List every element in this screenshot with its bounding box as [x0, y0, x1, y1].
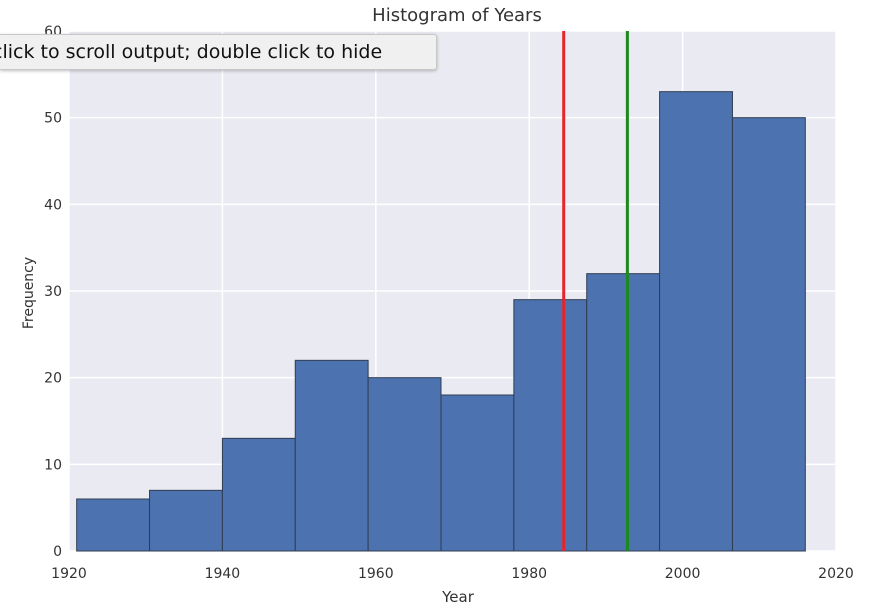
histogram-bar — [586, 273, 661, 552]
y-tick-label: 30 — [44, 284, 62, 300]
x-tick-label: 1960 — [358, 566, 394, 582]
histogram-bar — [221, 437, 296, 552]
y-tick-label: 0 — [53, 544, 62, 560]
tooltip-text: click to scroll output; double click to … — [0, 41, 383, 63]
histogram-bar — [149, 489, 223, 552]
x-tick-label: 2020 — [818, 566, 854, 582]
histogram-bar — [76, 498, 151, 552]
histogram-bar — [659, 91, 733, 552]
y-tick-label: 40 — [44, 197, 62, 213]
x-tick-label: 1920 — [51, 566, 87, 582]
y-tick-label: 10 — [44, 457, 62, 473]
chart-title: Histogram of Years — [372, 5, 542, 26]
scroll-output-tooltip[interactable]: click to scroll output; double click to … — [0, 34, 437, 70]
y-tick-label: 20 — [44, 371, 62, 387]
histogram-bar — [513, 299, 588, 552]
histogram-bars — [76, 91, 806, 552]
x-tick-label: 1940 — [205, 566, 241, 582]
histogram-bar — [294, 359, 369, 552]
histogram-bar — [731, 117, 806, 552]
x-tick-label: 2000 — [665, 566, 701, 582]
reference-lines — [562, 31, 629, 551]
y-axis-label: Frequency — [21, 257, 37, 329]
y-tick-label: 50 — [44, 111, 62, 127]
histogram-bar — [440, 394, 515, 552]
histogram-bar — [367, 377, 442, 552]
x-axis-label: Year — [441, 588, 475, 606]
x-tick-label: 1980 — [511, 566, 547, 582]
